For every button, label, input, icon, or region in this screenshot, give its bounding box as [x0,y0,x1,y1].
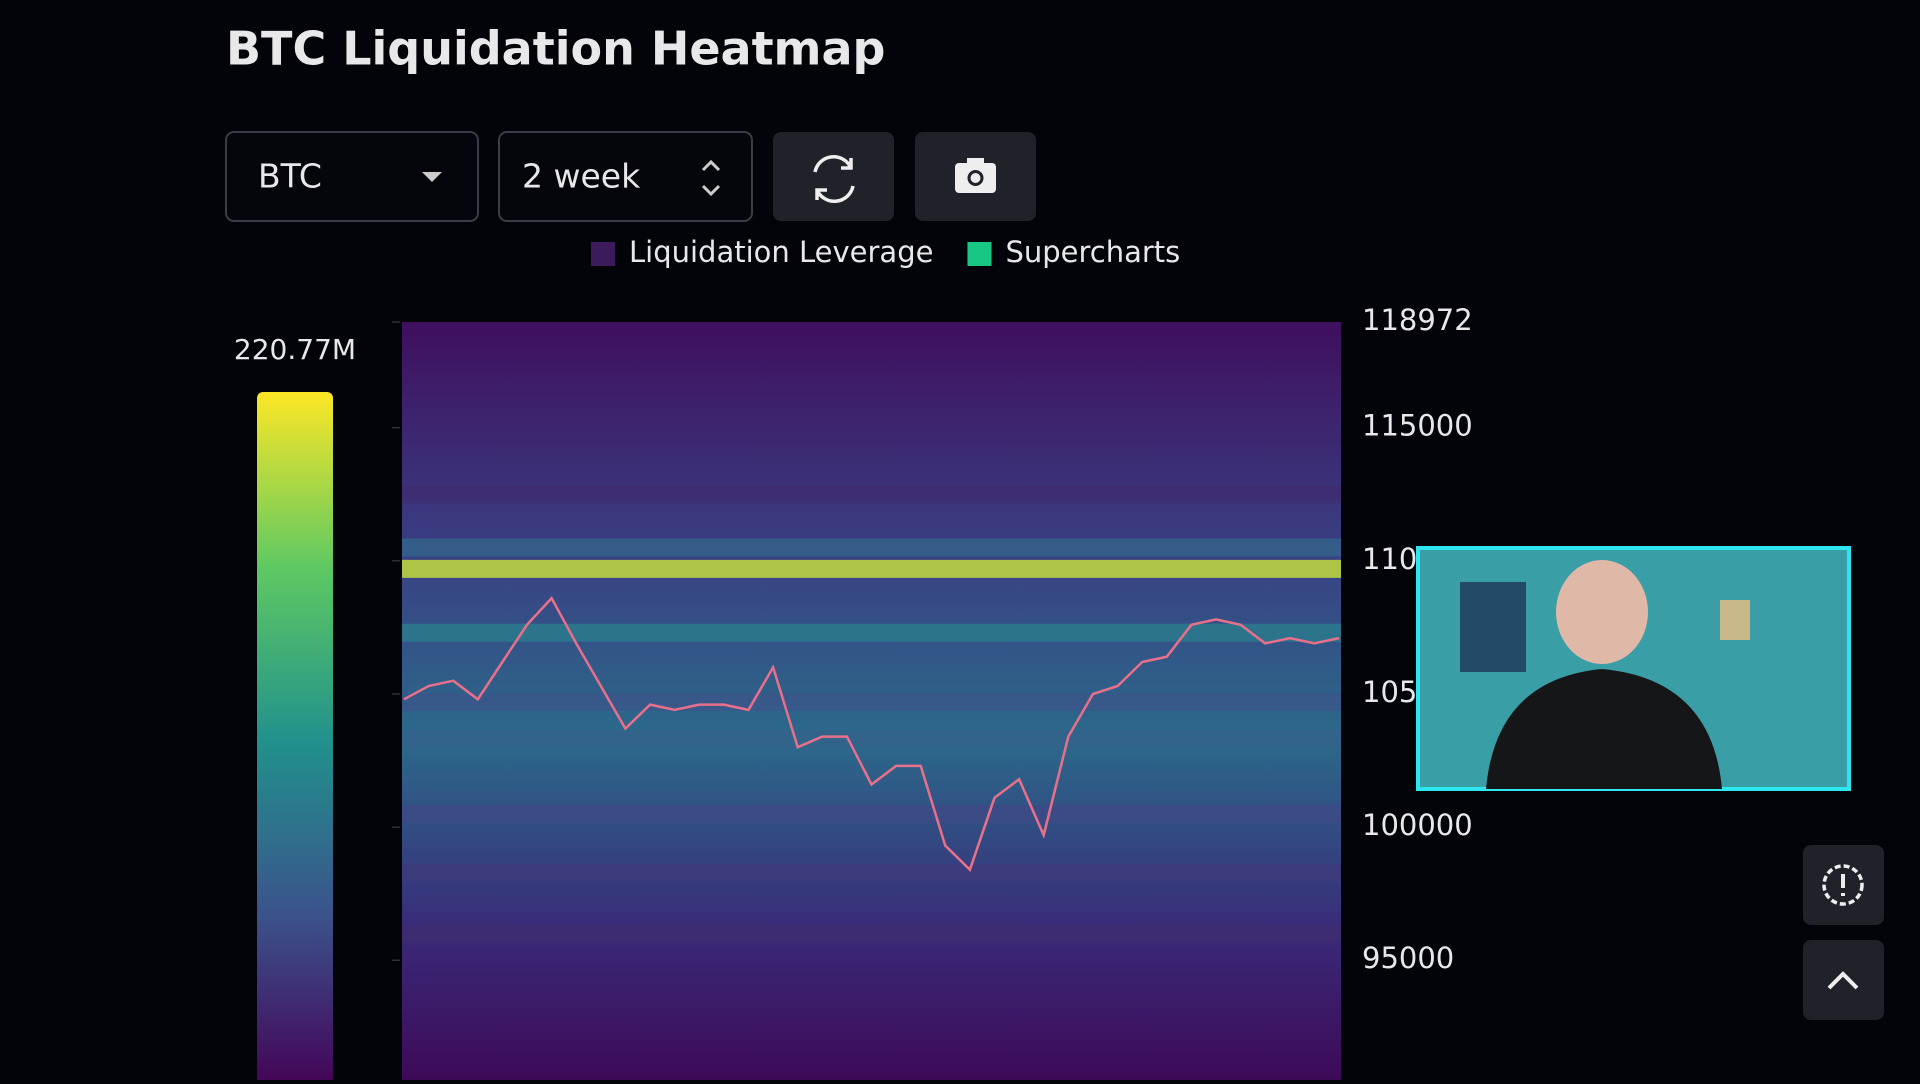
y-tick-label: 115000 [1362,409,1473,443]
heat-band [402,623,1341,642]
person [1486,669,1722,789]
legend-swatch [591,242,615,266]
price-line [403,595,1340,872]
heat-band [402,559,1341,578]
legend-swatch [967,242,992,266]
select-value: 2 week [522,157,641,196]
select-box [498,131,753,222]
range-select[interactable]: 2 week [498,131,753,222]
alert-icon [1822,864,1864,906]
button-bg [1803,940,1884,1020]
heat-band [402,538,1341,557]
caret [422,172,442,182]
button-bg [773,132,894,221]
heat-band [402,485,1341,504]
symbol-select[interactable]: BTC [225,131,479,222]
legend-label: Supercharts [1005,235,1180,269]
heat-band [402,692,1341,711]
refresh-button[interactable] [773,132,894,221]
spinner [701,159,721,197]
chart: 220.77M118972115000110000105000100000950… [234,303,1473,1084]
heat-band [402,863,1341,882]
person [1556,560,1648,664]
y-tick-label: 118972 [1362,303,1473,337]
screenshot-button[interactable] [915,132,1036,221]
camera-icon [967,158,984,165]
y-tick-label: 100000 [1362,808,1473,842]
webcam [1416,546,1851,791]
camera-icon [970,173,981,183]
select-value: BTC [258,157,322,196]
heat-band [402,730,1341,749]
legend-label: Liquidation Leverage [629,235,933,269]
heat-band [402,804,1341,823]
report-button[interactable] [1803,845,1884,925]
poster [1460,582,1526,672]
heat-band [402,924,1341,943]
frame [1720,600,1750,640]
select-box [225,131,479,222]
scroll-top-button[interactable] [1803,940,1884,1020]
up-icon [1827,971,1859,990]
colorbar-max-label: 220.77M [234,333,356,366]
y-tick-label: 95000 [1362,941,1454,975]
page-title: BTC Liquidation Heatmap [226,22,885,76]
colorbar [257,392,333,1084]
refresh-icon [813,155,855,203]
